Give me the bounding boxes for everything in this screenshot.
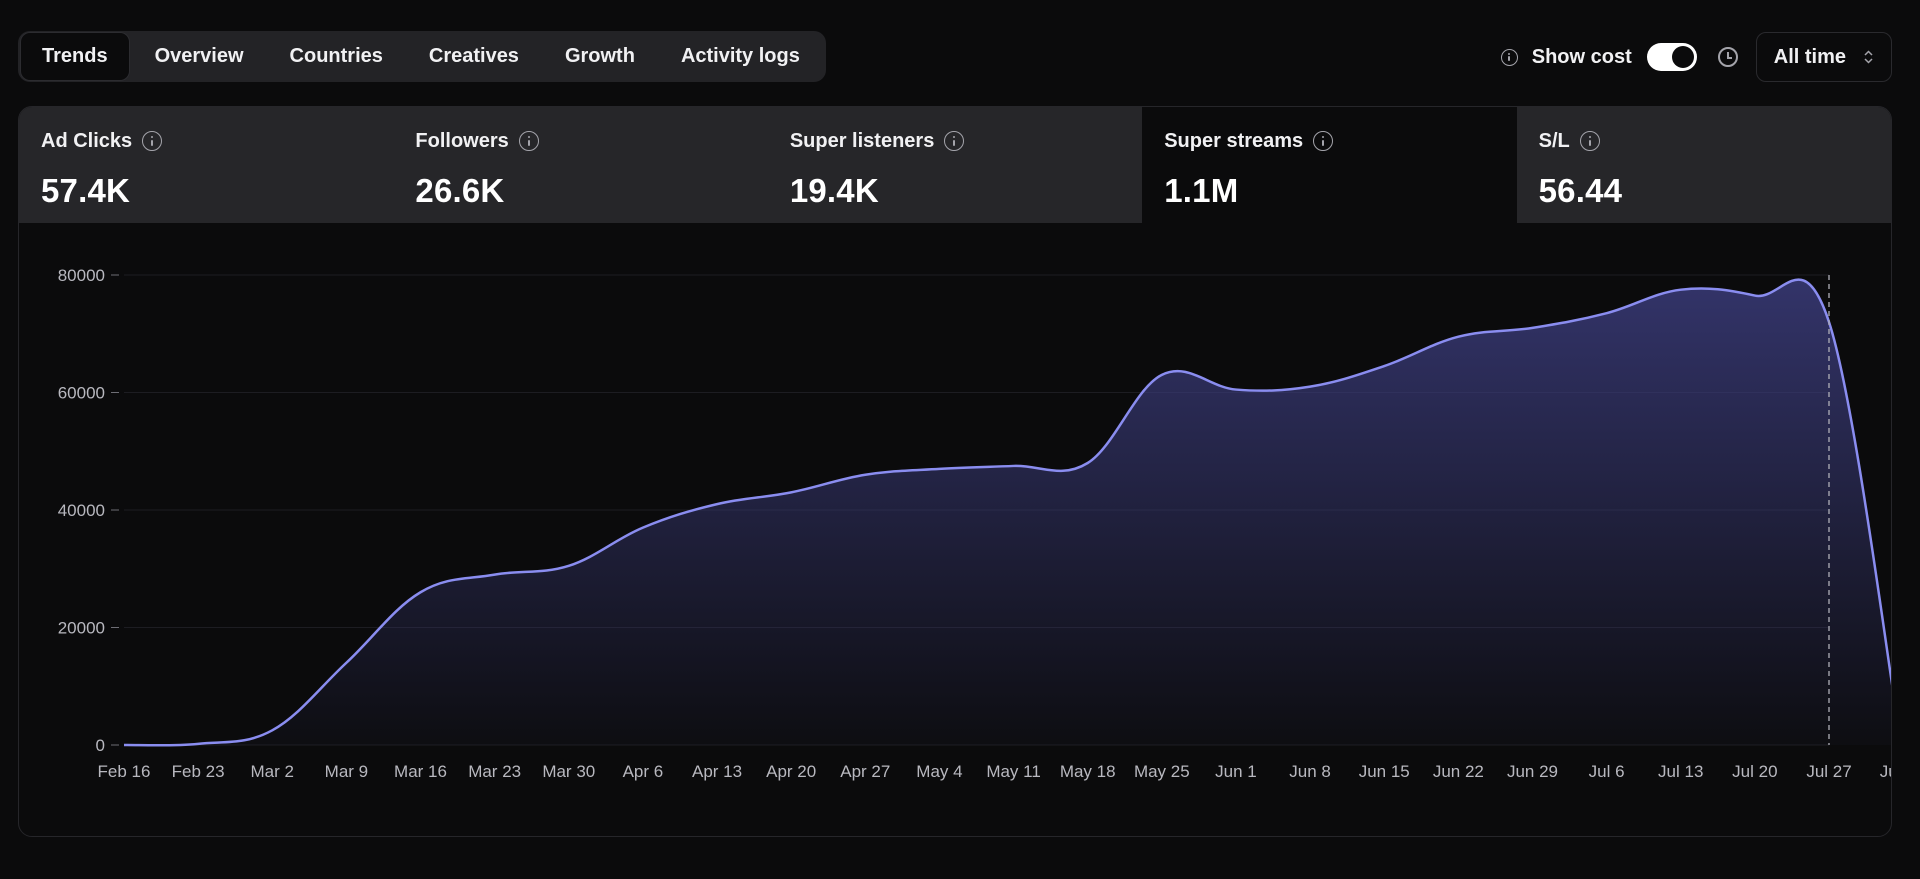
x-tick-label: May 25	[1134, 762, 1190, 781]
metric-value: 26.6K	[415, 172, 505, 209]
tab-overview[interactable]: Overview	[154, 45, 244, 67]
metric-value: 1.1M	[1164, 172, 1239, 209]
x-tick-label: Jul 13	[1658, 762, 1703, 781]
x-tick-label: Jun 15	[1359, 762, 1410, 781]
super-streams-area-chart: 0 20000 40000 60000 80000 Feb 16 Feb 23 Mar 2 Ma…	[58, 266, 1891, 781]
x-tick-label: Apr 6	[623, 762, 664, 781]
metric-card-followers[interactable]: Followers 26.6K	[393, 107, 768, 223]
x-tick-label: Feb 16	[98, 762, 151, 781]
metric-label-row: Ad Clicks	[41, 126, 371, 156]
x-tick-label: May 11	[986, 762, 1041, 781]
y-tick-label: 80000	[58, 266, 105, 285]
metric-label-row: Super streams	[1164, 126, 1494, 156]
x-tick-label: Jun 22	[1433, 762, 1484, 781]
toolbar-controls: Show cost All time	[1500, 32, 1892, 82]
toggle-knob	[1671, 46, 1694, 68]
metric-cards: Ad Clicks 57.4K Followers 26.6K Super listen…	[19, 107, 1891, 223]
y-tick-label: 60000	[58, 384, 105, 403]
metric-card-s-l[interactable]: S/L 56.44	[1516, 107, 1891, 223]
metric-label: Ad Clicks	[41, 129, 133, 152]
metric-label-row: S/L	[1539, 126, 1869, 156]
y-tick-label: 0	[96, 736, 105, 755]
x-tick-label: Jun 1	[1215, 762, 1257, 781]
metric-label: S/L	[1538, 129, 1570, 152]
metric-label: Super listeners	[789, 129, 935, 152]
info-icon[interactable]	[1579, 131, 1600, 151]
x-tick-label: Mar 16	[394, 762, 447, 781]
metric-label-row: Followers	[415, 126, 745, 156]
y-tick-label: 40000	[58, 501, 105, 520]
info-icon[interactable]	[944, 131, 965, 151]
metric-value: 19.4K	[789, 172, 879, 209]
x-tick-label: Apr 13	[692, 762, 742, 781]
x-tick-label: Jul 27	[1806, 762, 1851, 781]
time-range-select[interactable]: All time	[1755, 32, 1892, 82]
x-tick-label: Mar 2	[251, 762, 294, 781]
y-tick-label: 20000	[58, 619, 105, 638]
tab-growth[interactable]: Growth	[564, 45, 635, 67]
chevron-up-down-icon	[1864, 50, 1873, 64]
x-tick-label: Jun 8	[1289, 762, 1331, 781]
x-tick-label: Apr 27	[840, 762, 890, 781]
info-icon[interactable]	[1500, 48, 1518, 66]
metric-label: Followers	[415, 129, 509, 152]
tab-countries[interactable]: Countries	[289, 45, 383, 67]
clock-icon[interactable]	[1717, 47, 1738, 67]
tab-trends[interactable]: Trends	[20, 32, 130, 81]
tab-activity-logs[interactable]: Activity logs	[680, 45, 800, 67]
tab-creatives[interactable]: Creatives	[428, 45, 519, 67]
area-fill	[124, 279, 1891, 746]
info-icon[interactable]	[142, 131, 163, 151]
metric-value: 56.44	[1538, 172, 1623, 209]
x-tick-label: Apr 20	[766, 762, 816, 781]
metric-card-super-streams[interactable]: Super streams 1.1M	[1142, 107, 1517, 223]
metric-value: 57.4K	[41, 172, 131, 209]
info-icon[interactable]	[518, 131, 539, 151]
x-tick-label: Mar 30	[542, 762, 595, 781]
x-tick-label: Jul 20	[1732, 762, 1777, 781]
x-tick-label: May 18	[1060, 762, 1116, 781]
metric-label: Super streams	[1164, 129, 1304, 152]
x-tick-label: Feb 23	[172, 762, 225, 781]
x-tick-label: Jun 29	[1507, 762, 1558, 781]
trends-panel: Ad Clicks 57.4K Followers 26.6K Super listen…	[18, 106, 1892, 837]
x-tick-label: Mar 23	[468, 762, 521, 781]
metric-label-row: Super listeners	[790, 126, 1120, 156]
x-tick-label: May 4	[916, 762, 962, 781]
metric-card-super-listeners[interactable]: Super listeners 19.4K	[767, 107, 1143, 223]
metric-card-ad-clicks[interactable]: Ad Clicks 57.4K	[19, 107, 394, 223]
x-tick-label: Jul 28	[1880, 762, 1891, 781]
time-range-value: All time	[1773, 45, 1846, 68]
info-icon[interactable]	[1313, 131, 1334, 151]
view-tabs: Trends Overview Countries Creatives Growth Ac…	[18, 31, 826, 82]
show-cost-toggle[interactable]	[1646, 43, 1697, 71]
x-tick-label: Jul 6	[1589, 762, 1625, 781]
x-tick-label: Mar 9	[325, 762, 368, 781]
show-cost-label: Show cost	[1531, 45, 1632, 68]
